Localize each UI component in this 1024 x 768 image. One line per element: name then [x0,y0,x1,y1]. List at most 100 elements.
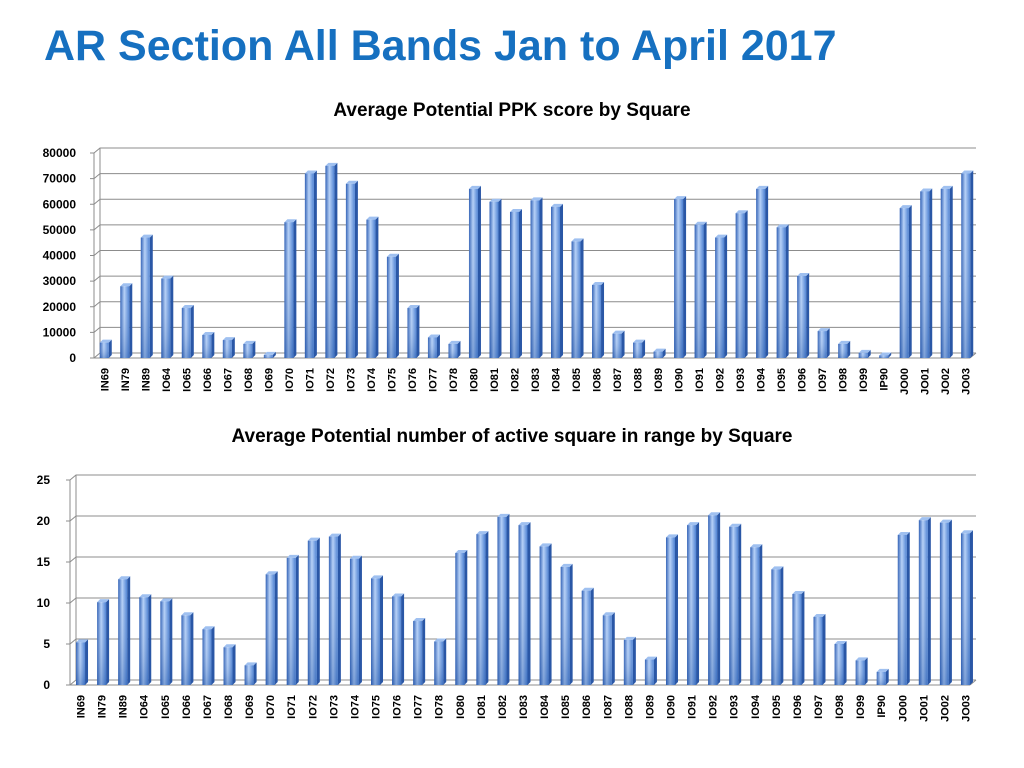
bar-side [464,549,468,685]
bar-IO75 [386,253,399,358]
bar-top [708,512,721,516]
x-tick-label: IO95 [776,368,788,392]
bar-IO80 [455,549,468,685]
bar-top [76,639,89,643]
bar-side [580,238,584,358]
bar-top [325,162,338,166]
x-tick-label: IN79 [120,368,132,391]
x-tick-label: IO91 [694,368,706,392]
x-tick-label: IO72 [325,368,337,392]
bar-side [527,522,531,685]
bar-IO89 [644,656,657,685]
bar-top [140,234,153,238]
bar-shade [386,256,396,358]
bar-shade [897,534,907,685]
gridline [69,474,976,481]
bar-shade [497,516,507,685]
bar-shade [160,601,170,685]
bar-side [949,185,953,358]
x-tick-label: IO80 [468,368,480,392]
bar-IO77 [413,618,426,685]
bar-IO68 [223,644,236,685]
x-tick-label: IO74 [349,694,361,719]
bar-shade [817,331,827,358]
x-tick-label: IO75 [371,695,383,719]
bar-shade [708,515,718,685]
bar-IN79 [97,599,110,685]
bar-top [776,224,789,228]
bar-IO85 [560,563,573,685]
x-tick-label: IO81 [489,368,501,392]
bar-top [674,196,687,200]
bar-shade [489,201,499,358]
bar-top [858,349,871,353]
bar-side [822,613,826,685]
bar-side [653,656,657,685]
bar-JO01 [918,517,931,685]
bar-shade [263,354,273,358]
bar-top [99,339,112,343]
bar-shade [756,188,766,358]
x-tick-label: IO66 [202,368,214,392]
bar-side [129,283,133,358]
bar-shade [633,342,643,358]
bar-side [316,537,320,685]
bar-shade [202,629,212,685]
bar-shade [602,615,612,685]
bar-side [232,644,236,685]
bar-top [560,563,573,567]
x-tick-label: IO87 [612,368,624,392]
x-tick-label: IO68 [223,695,235,719]
bar-IO88 [633,339,646,358]
y-tick-label: 20000 [43,300,77,314]
bar-side [274,571,278,685]
bar-IO74 [349,555,362,685]
bar-side [401,593,405,685]
bar-side [422,618,426,685]
bar-shade [571,241,581,358]
bar-IO73 [345,180,358,358]
bar-IO96 [792,590,805,685]
bar-shade [876,671,886,685]
bar-top [899,205,912,209]
y-tick-label: 40000 [43,249,77,263]
bar-top [602,612,615,616]
bar-shade [735,213,745,358]
x-tick-label: IO98 [834,695,846,719]
bar-shade [920,191,930,358]
bar-IP90 [879,352,892,358]
x-tick-label: IO86 [581,695,593,719]
bar-top [349,555,362,559]
bar-IO66 [202,331,215,358]
bar-top [284,219,297,223]
x-tick-label: IO96 [792,695,804,719]
bar-side [485,531,489,685]
bar-side [211,331,215,358]
bar-side [148,594,152,685]
x-tick-label: IO85 [560,695,572,719]
bar-top [243,340,256,344]
bar-IN89 [118,576,131,685]
bar-side [765,185,769,358]
bar-top [307,537,320,541]
bar-shade [665,537,675,685]
y-tick-label: 20 [37,514,51,528]
bar-IO77 [427,334,440,358]
bar-top [413,618,426,622]
y-tick-label: 5 [43,637,50,651]
bar-IO74 [366,216,379,358]
bar-side [642,339,646,358]
y-tick-label: 10 [37,596,51,610]
bar-side [867,349,871,358]
bar-top [286,554,299,558]
bar-side [560,203,564,358]
bar-shade [771,569,781,685]
bar-shade [581,590,591,685]
bar-IO68 [243,340,256,358]
bar-IO72 [325,162,338,358]
bar-top [756,185,769,189]
x-tick-label: IO87 [602,695,614,719]
bar-IO64 [139,594,152,685]
bar-top [371,575,384,579]
bar-shade [592,284,602,358]
